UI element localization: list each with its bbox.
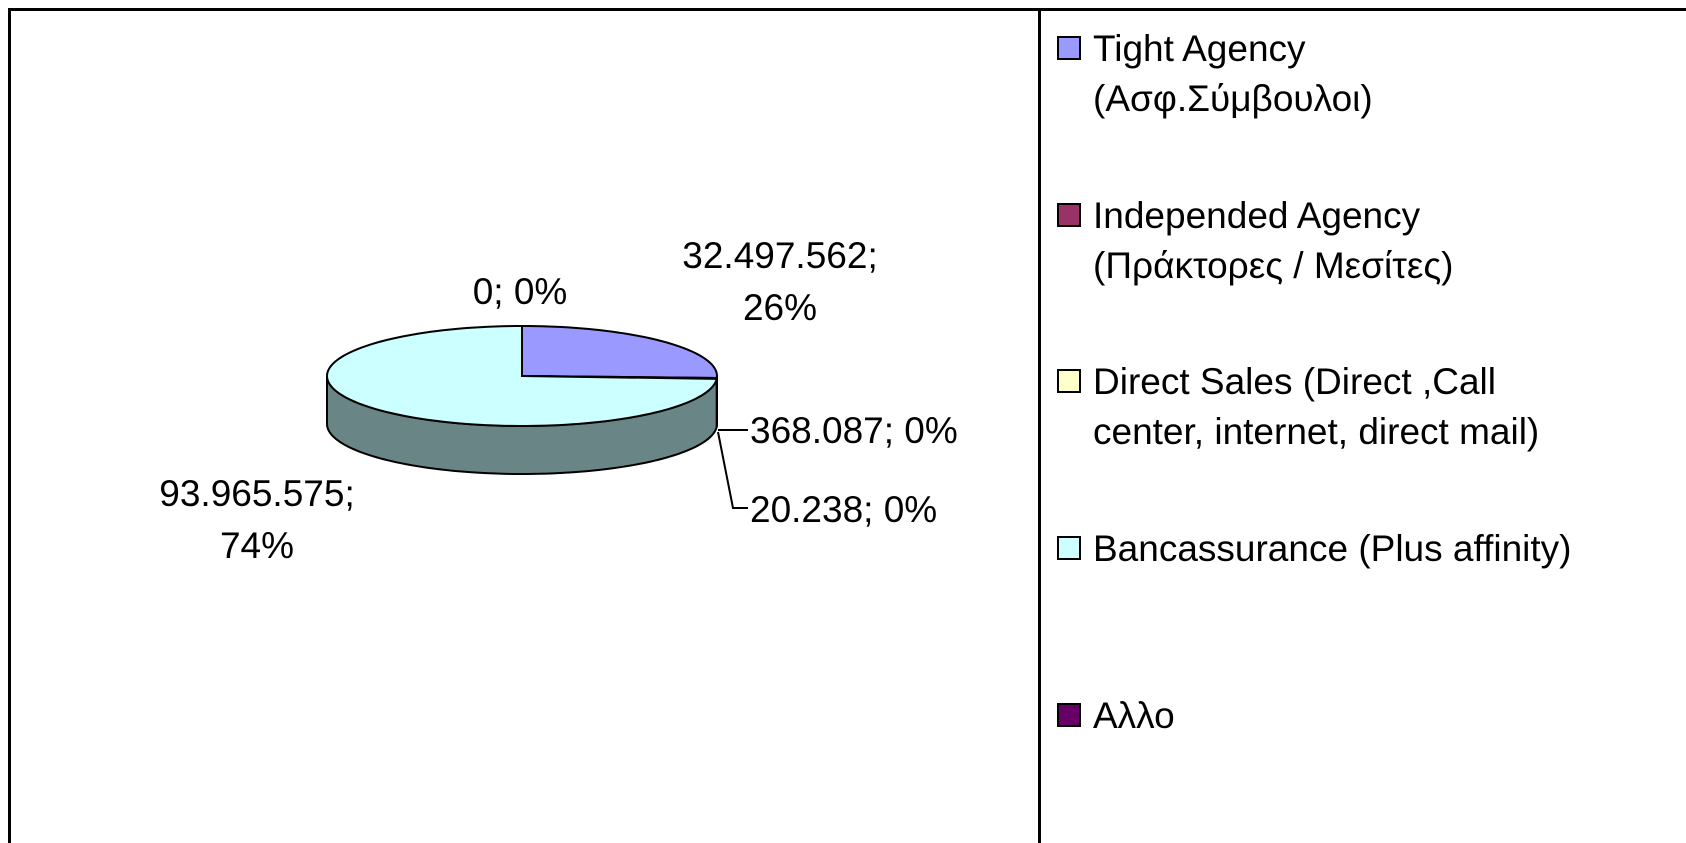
legend-label: Tight Agency (Ασφ.Σύμβουλοι)	[1093, 28, 1373, 119]
legend-swatch	[1057, 536, 1081, 560]
legend-divider	[1038, 8, 1041, 843]
legend-swatch	[1057, 203, 1081, 227]
leader-line	[717, 431, 748, 509]
legend-swatch	[1057, 703, 1081, 727]
data-label: 20.238; 0%	[750, 489, 938, 530]
data-label: 368.087; 0%	[750, 410, 958, 451]
pie-slice	[521, 324, 719, 379]
data-label: 93.965.575; 74%	[159, 473, 355, 566]
data-label: 0; 0%	[472, 271, 568, 312]
data-label: 32.497.562; 26%	[682, 235, 878, 328]
legend-swatch	[1057, 369, 1081, 393]
chart-frame	[8, 8, 1686, 843]
legend-label: Direct Sales (Direct ,Call center, inter…	[1093, 361, 1540, 452]
legend-swatch	[1057, 36, 1081, 60]
legend-label: Independed Agency (Πράκτορες / Μεσίτες)	[1093, 195, 1454, 286]
legend-label: Αλλο	[1093, 695, 1175, 736]
legend-label: Bancassurance (Plus affinity)	[1093, 528, 1572, 569]
